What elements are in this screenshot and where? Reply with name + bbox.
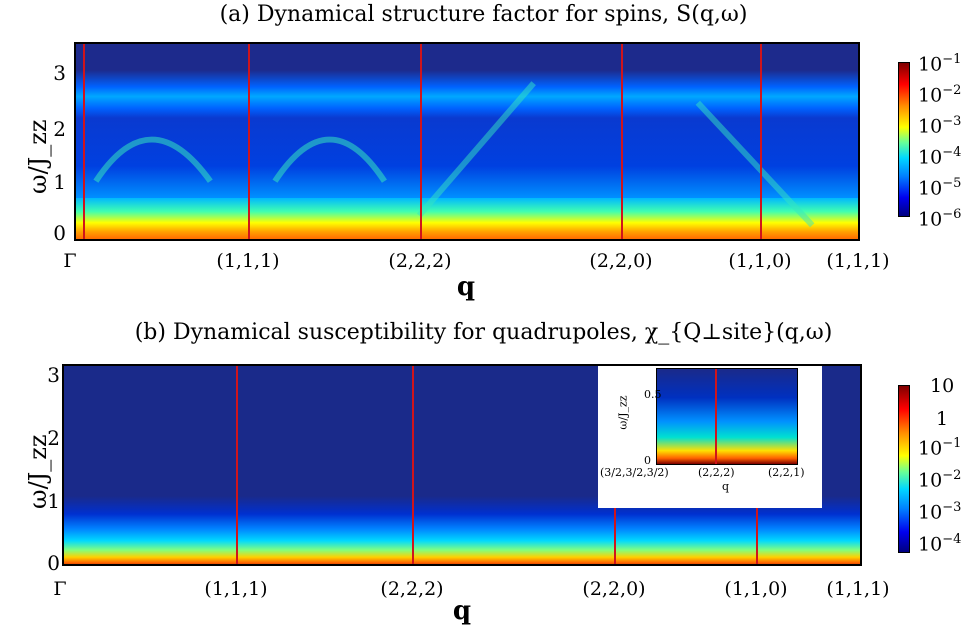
panel-a-ytick: 2 — [53, 117, 66, 141]
panel-a-band-low — [76, 198, 858, 239]
panel-a-dispersion — [93, 81, 815, 228]
panel-b-ytick: 3 — [47, 363, 60, 387]
panel-b-line-111 — [236, 366, 238, 564]
panel-a-xtick: (1,1,0) — [728, 250, 792, 272]
inset-ytick: 0.5 — [644, 388, 662, 401]
panel-b-xtick: (1,1,1) — [204, 578, 268, 600]
panel-a-line-gamma — [83, 44, 85, 239]
panel-b-cb-tick: 10−2 — [918, 468, 962, 492]
panel-b-inset: ω/J_zz 0.5 0 (3/2,3/2,3/2) (2,2,2) (2,2,… — [598, 366, 822, 508]
panel-a-ytick: 3 — [53, 61, 66, 85]
panel-a-xtick: (1,1,1) — [216, 250, 280, 272]
panel-a-xlabel: q — [456, 272, 476, 302]
panel-a-cb-tick: 10−3 — [918, 114, 962, 138]
panel-b-ytick: 1 — [47, 489, 60, 513]
panel-b-colorbar — [898, 385, 910, 553]
inset-xtick: (2,2,2) — [698, 466, 735, 479]
panel-a-xtick: (2,2,0) — [589, 250, 653, 272]
panel-a-ytick: 1 — [53, 170, 66, 194]
panel-b-cb-tick: 10 — [930, 375, 955, 397]
panel-a-title: (a) Dynamical structure factor for spins… — [219, 2, 748, 27]
panel-a-cb-tick: 10−1 — [918, 52, 962, 76]
inset-xlabel: q — [722, 480, 730, 493]
panel-b-cb-tick: 1 — [936, 408, 949, 430]
panel-a-line-222 — [420, 44, 422, 239]
panel-a-heatmap — [74, 42, 860, 241]
panel-a-line-111 — [248, 44, 250, 239]
panel-b-xlabel: q — [452, 596, 472, 626]
inset-ytick: 0 — [644, 454, 651, 467]
panel-b-cb-tick: 10−3 — [918, 500, 962, 524]
inset-xtick: (2,2,1) — [768, 466, 805, 479]
panel-a-line-220 — [621, 44, 623, 239]
inset-xtick: (3/2,3/2,3/2) — [600, 466, 669, 479]
panel-b-cb-tick: 10−1 — [918, 436, 962, 460]
panel-a-cb-tick: 10−4 — [918, 145, 962, 169]
panel-b-ytick: 0 — [47, 551, 60, 575]
inset-line-222 — [715, 369, 717, 464]
panel-a-ytick: 0 — [53, 221, 66, 245]
panel-a-line-110 — [760, 44, 762, 239]
panel-b-xtick: (2,2,0) — [582, 578, 646, 600]
panel-a-xtick: Γ — [63, 250, 77, 272]
panel-b-ytick: 2 — [47, 426, 60, 450]
inset-ylabel: ω/J_zz — [616, 395, 630, 430]
panel-a-cb-tick: 10−6 — [918, 207, 962, 231]
panel-b-xtick: (2,2,2) — [380, 578, 444, 600]
panel-a-colorbar — [898, 62, 910, 217]
panel-a-xtick: (2,2,2) — [388, 250, 452, 272]
panel-a-band-upper — [76, 70, 858, 118]
panel-b-title: (b) Dynamical susceptibility for quadrup… — [134, 320, 833, 345]
panel-a-xtick: (1,1,1) — [826, 250, 890, 272]
panel-a-cb-tick: 10−5 — [918, 176, 962, 200]
panel-a-cb-tick: 10−2 — [918, 83, 962, 107]
panel-b-xtick: Γ — [53, 578, 67, 600]
panel-b-xtick: (1,1,1) — [826, 578, 890, 600]
inset-heatmap — [656, 368, 798, 465]
panel-b-cb-tick: 10−4 — [918, 532, 962, 556]
panel-b-xtick: (1,1,0) — [724, 578, 788, 600]
panel-b-line-222 — [412, 366, 414, 564]
